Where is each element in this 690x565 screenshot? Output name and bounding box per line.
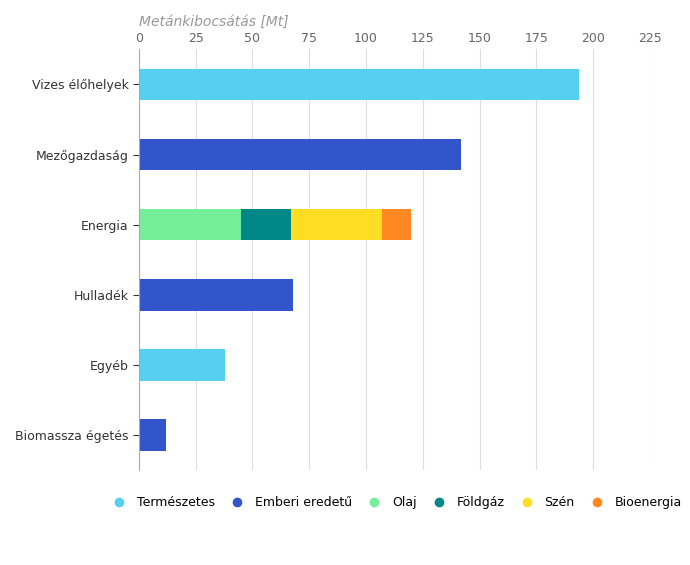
Bar — [291, 209, 382, 241]
Bar — [139, 209, 241, 241]
Bar — [139, 279, 293, 311]
Bar — [139, 68, 580, 100]
X-axis label: Metánkibocsátás [Mt]: Metánkibocsátás [Mt] — [139, 15, 288, 29]
Bar — [382, 209, 411, 241]
Bar — [139, 349, 225, 381]
Bar — [241, 209, 291, 241]
Bar — [139, 139, 462, 170]
Legend: Természetes, Emberi eredetű, Olaj, Földgáz, Szén, Bioenergia: Természetes, Emberi eredetű, Olaj, Földg… — [102, 492, 687, 514]
Bar — [139, 419, 166, 451]
